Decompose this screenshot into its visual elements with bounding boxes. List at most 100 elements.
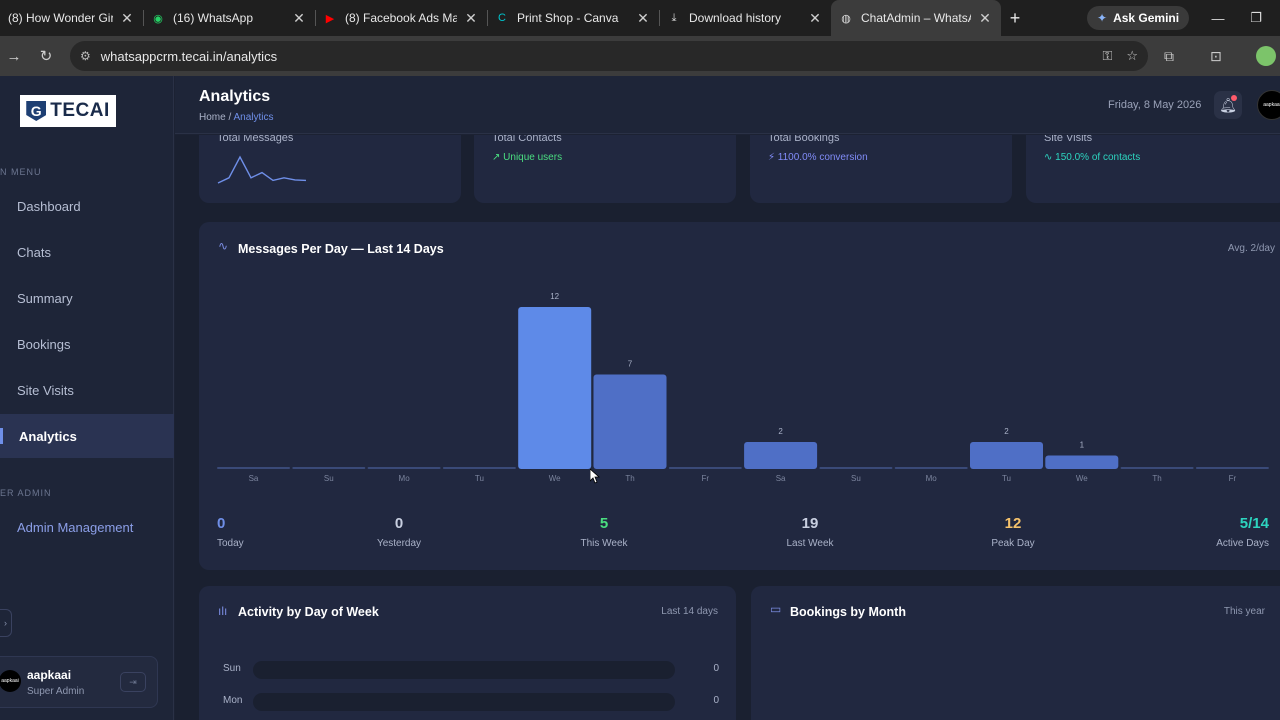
tab-title: (16) WhatsApp xyxy=(173,11,254,25)
kpi-value: 0 xyxy=(217,515,226,532)
stat-sub: ⚡ 1100.0% conversion xyxy=(768,152,868,163)
sidebar-item-label: Bookings xyxy=(17,336,71,352)
x-tick-label: Fr xyxy=(1229,474,1237,483)
browser-tab[interactable]: ▶(8) How Wonder Girl Ja✕ xyxy=(0,0,143,36)
globe-icon: ◍ xyxy=(841,12,851,25)
sidebar-item-bookings[interactable]: Bookings xyxy=(0,322,174,366)
close-tab-icon[interactable]: ✕ xyxy=(809,9,821,26)
stat-sub: ↗ Unique users xyxy=(492,152,563,163)
breadcrumb: Home / Analytics xyxy=(199,112,274,123)
extensions-icon[interactable]: ⧉ xyxy=(1164,47,1174,64)
sidebar-item-dashboard[interactable]: Dashboard xyxy=(0,184,174,228)
kpi-last-week: 19 Last Week xyxy=(786,515,833,549)
kpi-peak-day: 12 Peak Day xyxy=(991,515,1034,549)
messages-bar-chart: Sa Su Mo Tu 12 We 7 Th Fr 2 Sa Su Mo 2 Tu 1 We Th Fr xyxy=(217,292,1269,483)
close-tab-icon[interactable]: ✕ xyxy=(293,9,305,26)
browser-tab[interactable]: ◉ (16) WhatsApp ✕ xyxy=(143,0,315,36)
dow-count: 0 xyxy=(713,663,719,674)
notifications-button[interactable]: 🔔︎ xyxy=(1214,91,1242,119)
average-label: Avg. 2/day xyxy=(1227,243,1275,254)
gemini-icon: ✦ xyxy=(1097,11,1108,25)
stat-card-total-bookings: Total Bookings ⚡ 1100.0% conversion xyxy=(750,135,1012,203)
tab-search-icon[interactable]: ⊡ xyxy=(1210,47,1222,64)
bar-value-label: 2 xyxy=(778,427,783,436)
tab-title: (8) Facebook Ads Mana xyxy=(345,11,457,25)
sidebar-item-chats[interactable]: Chats xyxy=(0,230,174,274)
bar-2[interactable] xyxy=(367,467,441,469)
bookings-period: This year xyxy=(1223,606,1265,617)
close-tab-icon[interactable]: ✕ xyxy=(637,9,649,26)
x-tick-label: Th xyxy=(1152,474,1161,483)
kpi-value: 5 xyxy=(599,515,609,532)
close-tab-icon[interactable]: ✕ xyxy=(979,9,991,26)
page-title: Analytics xyxy=(199,88,271,105)
x-tick-label: We xyxy=(1076,474,1088,483)
bar-5[interactable] xyxy=(593,374,667,470)
close-tab-icon[interactable]: ✕ xyxy=(121,9,133,26)
forward-icon[interactable]: → xyxy=(6,47,22,65)
sidebar: G TECAI N MENU Dashboard Chats Summary Book… xyxy=(0,76,174,720)
bar-10[interactable] xyxy=(970,442,1043,469)
kpi-label: Yesterday xyxy=(376,538,422,549)
bar-0[interactable] xyxy=(217,467,290,469)
kpi-label: Today xyxy=(217,538,244,549)
x-tick-label: Tu xyxy=(1002,474,1011,483)
dow-bar-track xyxy=(253,661,675,679)
ask-gemini-button[interactable]: ✦ Ask Gemini xyxy=(1087,6,1190,30)
bar-value-label: 2 xyxy=(1004,427,1009,436)
sidebar-item-label: Chats xyxy=(17,244,51,260)
tecai-logo[interactable]: G TECAI xyxy=(20,95,116,127)
browser-tab[interactable]: C Print Shop - Canva ✕ xyxy=(487,0,659,36)
stat-card-total-messages: Total Messages xyxy=(199,135,461,203)
kpi-value: 19 xyxy=(801,515,819,532)
download-icon: ⤓ xyxy=(671,11,677,24)
bookings-title: Bookings by Month xyxy=(790,605,906,619)
dow-row: Sun 0 xyxy=(223,661,719,679)
reload-icon[interactable]: ↻ xyxy=(39,48,53,65)
sidebar-item-admin-management[interactable]: Admin Management xyxy=(0,505,174,549)
youtube-icon: ▶ xyxy=(325,12,335,25)
bookmark-star-icon[interactable]: ☆ xyxy=(1126,48,1138,63)
site-info-icon[interactable]: ⚙ xyxy=(80,49,91,63)
bar-13[interactable] xyxy=(1195,467,1269,469)
sidebar-item-site-visits[interactable]: Site Visits xyxy=(0,368,174,412)
bar-3[interactable] xyxy=(442,467,516,469)
collapse-sidebar-icon[interactable]: › xyxy=(0,609,12,637)
close-tab-icon[interactable]: ✕ xyxy=(465,9,477,26)
browser-tab[interactable]: ◍ ChatAdmin – WhatsApp ✕ xyxy=(831,0,1001,36)
x-tick-label: Fr xyxy=(702,474,710,483)
new-tab-button[interactable]: + xyxy=(1009,7,1021,28)
bar-4[interactable] xyxy=(518,307,592,469)
omnibox-actions: ⚿ ☆ xyxy=(1102,41,1138,71)
user-card[interactable]: aapkaai aapkaai Super Admin ⇥ xyxy=(0,656,158,708)
browser-address-bar: → ↻ ⚙ whatsappcrm.tecai.in/analytics ⚿ ☆… xyxy=(0,36,1280,76)
password-key-icon[interactable]: ⚿ xyxy=(1102,48,1113,63)
minimize-icon[interactable]: — xyxy=(1211,10,1225,26)
url-field[interactable]: ⚙ whatsappcrm.tecai.in/analytics ⚿ ☆ xyxy=(70,41,1148,71)
bar-11[interactable] xyxy=(1045,455,1119,470)
kpi-label: Last Week xyxy=(786,538,834,549)
profile-icon[interactable] xyxy=(1256,36,1276,76)
x-tick-label: Mo xyxy=(926,474,938,483)
sidebar-item-analytics[interactable]: Analytics xyxy=(0,414,174,458)
dow-day: Sun xyxy=(223,663,241,674)
sidebar-item-summary[interactable]: Summary xyxy=(0,276,174,320)
restore-icon[interactable]: ❐ xyxy=(1250,10,1262,25)
bar-6[interactable] xyxy=(668,467,742,469)
bar-12[interactable] xyxy=(1120,467,1194,469)
breadcrumb-home[interactable]: Home xyxy=(199,112,226,123)
stat-sub: ∿ 150.0% of contacts xyxy=(1044,152,1141,163)
bar-1[interactable] xyxy=(292,467,366,469)
logo-text: TECAI xyxy=(50,100,110,121)
user-name: aapkaai xyxy=(27,668,72,682)
logout-icon[interactable]: ⇥ xyxy=(120,672,146,692)
bar-8[interactable] xyxy=(819,467,893,469)
bar-7[interactable] xyxy=(744,442,818,469)
activity-title: Activity by Day of Week xyxy=(238,605,379,619)
stat-label: Total Messages xyxy=(217,135,294,144)
bar-9[interactable] xyxy=(894,467,968,469)
browser-tab[interactable]: ▶ (8) Facebook Ads Mana ✕ xyxy=(315,0,487,36)
total-messages-sparkline xyxy=(217,155,307,184)
header-avatar[interactable]: aapkaai xyxy=(1257,90,1280,120)
browser-tab[interactable]: ⤓ Download history ✕ xyxy=(659,0,831,36)
